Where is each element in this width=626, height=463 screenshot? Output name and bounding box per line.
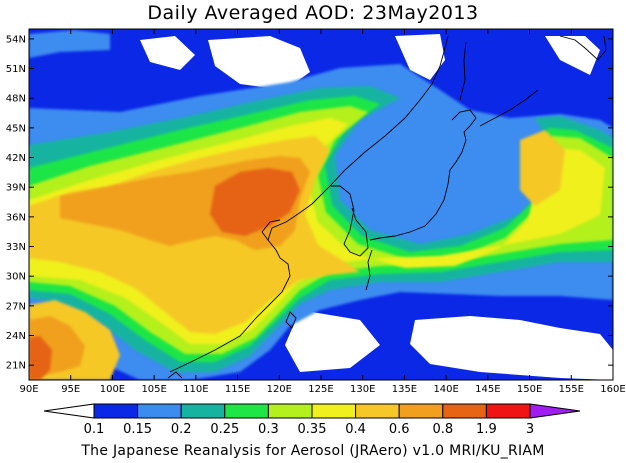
- aod-patch-lightblue: [29, 30, 110, 58]
- colorbar-label: 0.6: [389, 422, 410, 437]
- lon-tick-label: 95E: [61, 384, 80, 395]
- colorbar-swatch: [180, 403, 226, 419]
- aod-patch-darkorange: [210, 168, 300, 236]
- colorbar-label: 0.4: [345, 422, 366, 437]
- colorbar-swatch: [93, 403, 139, 419]
- lon-axis: 90E 95E 100E 105E 110E 115E 120E 125E 130E 135E 14…: [19, 29, 626, 395]
- colorbar-label: 0.25: [210, 422, 239, 437]
- aod-patch-white: [208, 36, 310, 90]
- lat-tick-label: 48N: [6, 94, 26, 105]
- colorbar-swatch: [311, 403, 357, 419]
- lon-tick-label: 120E: [267, 384, 292, 395]
- aod-patch-white: [545, 36, 600, 75]
- lon-tick-label: 90E: [19, 384, 38, 395]
- colorbar-swatch: [485, 403, 531, 419]
- footer-credit: The Japanese Reanalysis for Aerosol (JRA…: [81, 443, 545, 459]
- coastline-taiwan: [285, 311, 297, 329]
- lon-tick-label: 140E: [433, 384, 458, 395]
- coastline-korea: [343, 207, 369, 257]
- lon-tick-label: 100E: [100, 384, 125, 395]
- lon-tick-label: 110E: [183, 384, 208, 395]
- coastlines: [167, 35, 607, 379]
- lon-tick-label: 115E: [225, 384, 250, 395]
- coastline-bohai: [261, 219, 281, 241]
- lat-tick-label: 42N: [6, 153, 26, 164]
- coastline-kyushu: [365, 249, 373, 291]
- colorbar-label: 3: [526, 422, 534, 437]
- lon-tick-label: 135E: [392, 384, 417, 395]
- coastline-sakhalin: [459, 41, 467, 101]
- aod-patch-darkorange: [29, 336, 52, 380]
- colorbar-label: 0.8: [432, 422, 453, 437]
- lat-tick-label: 24N: [6, 331, 26, 342]
- lon-tick-label: 145E: [475, 384, 500, 395]
- lon-tick-label: 105E: [141, 384, 166, 395]
- aod-patch-white: [395, 34, 445, 80]
- colorbar-label: 0.35: [298, 422, 327, 437]
- coastline-kuril: [479, 89, 539, 127]
- colorbar-label: 0.2: [171, 422, 192, 437]
- colorbar-swatch: [398, 403, 444, 419]
- lat-tick-label: 39N: [6, 183, 26, 194]
- lon-tick-label: 160E: [600, 384, 625, 395]
- lat-axis: 54N 51N 48N 45N 42N 39N 36N 33N 30N 27N 24N 21N: [6, 34, 613, 372]
- lat-tick-label: 30N: [6, 272, 26, 283]
- lon-tick-label: 130E: [350, 384, 375, 395]
- aod-patch-lightorange: [520, 130, 565, 206]
- colorbar-label: 0.1: [84, 422, 105, 437]
- colorbar-label: 0.15: [123, 422, 152, 437]
- lat-tick-label: 33N: [6, 242, 26, 253]
- colorbar: 0.1 0.15 0.2 0.25 0.3 0.35 0.4 0.6 0.8 1.9 3: [43, 403, 581, 437]
- lat-tick-label: 51N: [6, 64, 26, 75]
- aod-map: 54N 51N 48N 45N 42N 39N 36N 33N 30N 27N 24N 21N 90E…: [6, 28, 626, 437]
- aod-patch-white: [285, 310, 380, 372]
- lon-tick-label: 155E: [559, 384, 584, 395]
- coastline-hainan: [167, 371, 183, 379]
- colorbar-end-low: [43, 403, 95, 419]
- colorbar-swatch: [137, 403, 182, 419]
- colorbar-swatch: [224, 403, 269, 419]
- aod-patch-white: [140, 36, 195, 70]
- aod-patch-white: [410, 316, 613, 380]
- coastline-russia: [329, 35, 449, 187]
- colorbar-swatch: [355, 403, 400, 419]
- aod-field: [29, 29, 613, 380]
- lat-tick-label: 45N: [6, 123, 26, 134]
- colorbar-swatch: [442, 403, 487, 419]
- colorbar-swatch: [267, 403, 313, 419]
- lat-tick-label: 54N: [6, 34, 26, 45]
- coastline-kamchatka: [559, 35, 607, 61]
- lat-tick-label: 21N: [6, 361, 26, 372]
- lat-tick-label: 27N: [6, 301, 26, 312]
- colorbar-label: 0.3: [258, 422, 279, 437]
- lon-tick-label: 125E: [308, 384, 333, 395]
- lon-tick-label: 150E: [517, 384, 542, 395]
- lat-tick-label: 36N: [6, 212, 26, 223]
- colorbar-label: 1.9: [476, 422, 497, 437]
- coastline-japan: [369, 109, 477, 241]
- colorbar-end-high: [529, 403, 581, 419]
- map-title: Daily Averaged AOD: 23May2013: [147, 2, 479, 24]
